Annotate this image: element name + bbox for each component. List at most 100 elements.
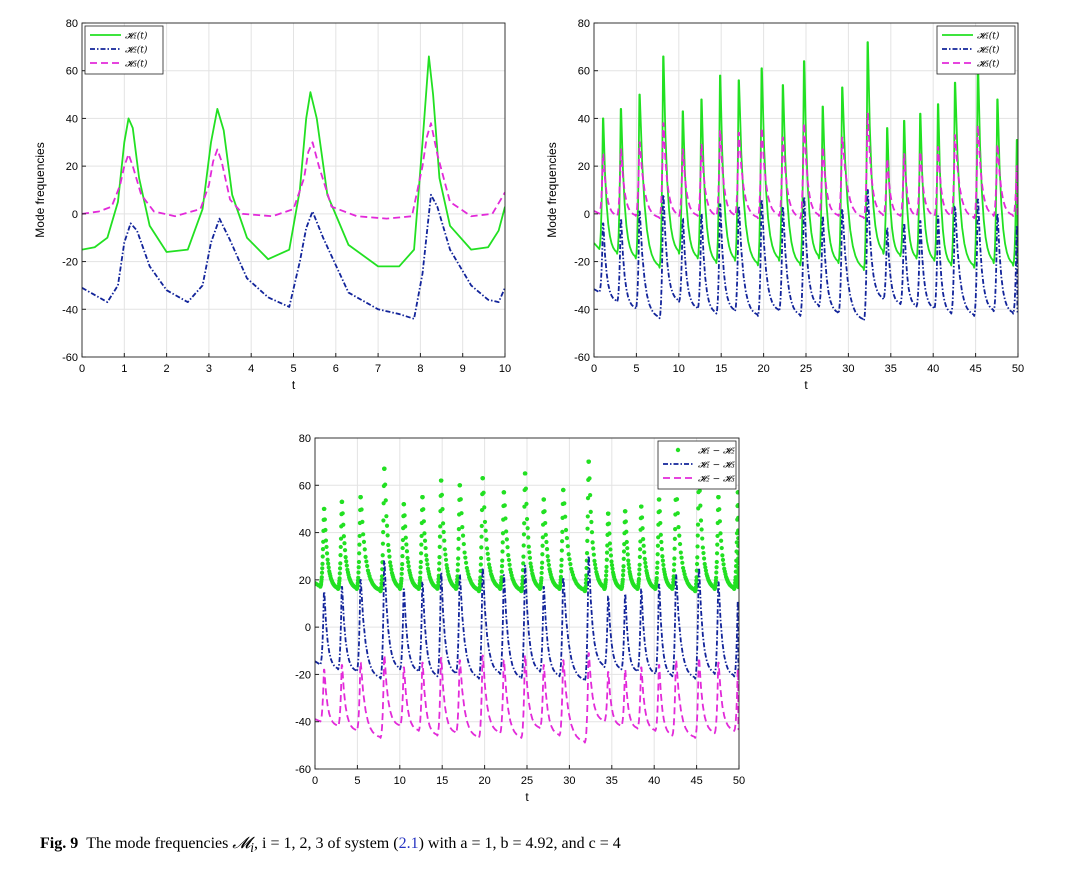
data-point	[639, 515, 645, 520]
y-tick-label: -20	[295, 669, 311, 681]
data-point	[463, 560, 469, 565]
data-point	[477, 582, 482, 587]
data-point	[455, 574, 460, 579]
data-point	[736, 490, 739, 495]
legend-entry: 𝓗₂ − 𝓗₃	[698, 475, 735, 485]
data-point	[487, 565, 492, 570]
data-point	[736, 551, 739, 556]
data-point	[382, 466, 387, 471]
data-point	[440, 506, 445, 512]
data-point	[642, 550, 647, 555]
data-point	[419, 533, 424, 539]
data-point	[323, 538, 329, 543]
series-line-1	[594, 41, 1018, 271]
data-point	[701, 556, 707, 561]
data-point	[718, 531, 723, 536]
data-point	[519, 585, 525, 590]
data-point	[462, 550, 467, 555]
data-point	[521, 543, 526, 548]
data-point	[623, 509, 628, 514]
y-tick-label: 0	[72, 209, 78, 221]
data-point	[526, 535, 531, 540]
data-point	[700, 536, 705, 541]
data-point	[442, 538, 447, 543]
data-point	[357, 551, 362, 556]
data-point	[675, 511, 680, 516]
y-tick-label: 0	[305, 622, 311, 634]
data-point	[356, 570, 361, 575]
data-point	[584, 551, 590, 556]
y-tick-label: 60	[578, 66, 590, 78]
data-point	[560, 529, 565, 534]
data-point	[523, 486, 528, 491]
data-point	[591, 546, 596, 551]
data-point	[637, 562, 642, 567]
y-axis-label: Mode frequencies	[545, 142, 559, 237]
data-point	[401, 502, 407, 507]
data-point	[703, 568, 709, 573]
data-point	[606, 511, 611, 516]
data-point	[610, 566, 615, 571]
data-point	[400, 553, 405, 559]
data-point	[522, 521, 527, 526]
data-point	[677, 541, 683, 547]
data-point	[672, 536, 677, 542]
data-point	[625, 552, 630, 557]
data-point	[671, 580, 676, 585]
data-point	[436, 583, 441, 588]
y-tick-label: -20	[574, 257, 590, 269]
caption-ref-link[interactable]: 2.1	[398, 835, 419, 852]
x-tick-label: 20	[478, 775, 490, 787]
data-point	[344, 563, 349, 568]
data-point	[525, 526, 530, 531]
data-point	[736, 515, 739, 520]
data-point	[736, 528, 739, 533]
data-point	[459, 511, 464, 516]
data-point	[608, 547, 613, 552]
data-point	[405, 555, 410, 561]
data-point	[381, 518, 386, 523]
x-tick-label: 45	[969, 363, 981, 375]
data-point	[455, 568, 460, 573]
data-point	[400, 545, 405, 551]
data-point	[604, 564, 609, 569]
data-point	[379, 585, 384, 590]
data-point	[523, 471, 528, 476]
data-point	[565, 544, 570, 549]
data-point	[359, 507, 364, 512]
data-point	[604, 573, 609, 578]
data-point	[714, 551, 720, 556]
data-point	[422, 531, 427, 536]
data-point	[719, 538, 724, 543]
data-point	[418, 565, 423, 570]
data-point	[421, 519, 426, 524]
data-point	[527, 555, 533, 560]
data-point	[546, 562, 552, 568]
data-point	[586, 459, 591, 464]
data-point	[477, 585, 482, 590]
data-point	[388, 560, 393, 565]
data-point	[540, 560, 545, 565]
data-point	[504, 529, 509, 534]
data-point	[714, 575, 719, 580]
data-point	[402, 513, 407, 518]
data-point	[444, 562, 449, 568]
data-point	[541, 497, 547, 502]
data-point	[655, 560, 660, 565]
data-point	[486, 557, 491, 562]
caption-text-b: , i = 1, 2, 3 of system (	[254, 835, 399, 852]
x-tick-label: 5	[633, 363, 639, 375]
data-point	[584, 577, 589, 582]
data-point	[418, 559, 423, 565]
data-point	[734, 540, 739, 545]
x-tick-label: 0	[79, 363, 85, 375]
data-point	[456, 527, 461, 532]
data-point	[356, 565, 361, 570]
y-axis-label: Mode frequencies	[33, 142, 47, 237]
data-point	[587, 476, 592, 481]
data-point	[593, 566, 598, 571]
data-point	[338, 544, 343, 550]
legend-entry: 𝓗₃(t)	[125, 59, 148, 70]
legend-entry: 𝓗₁(t)	[977, 31, 1000, 42]
data-point	[715, 542, 720, 547]
